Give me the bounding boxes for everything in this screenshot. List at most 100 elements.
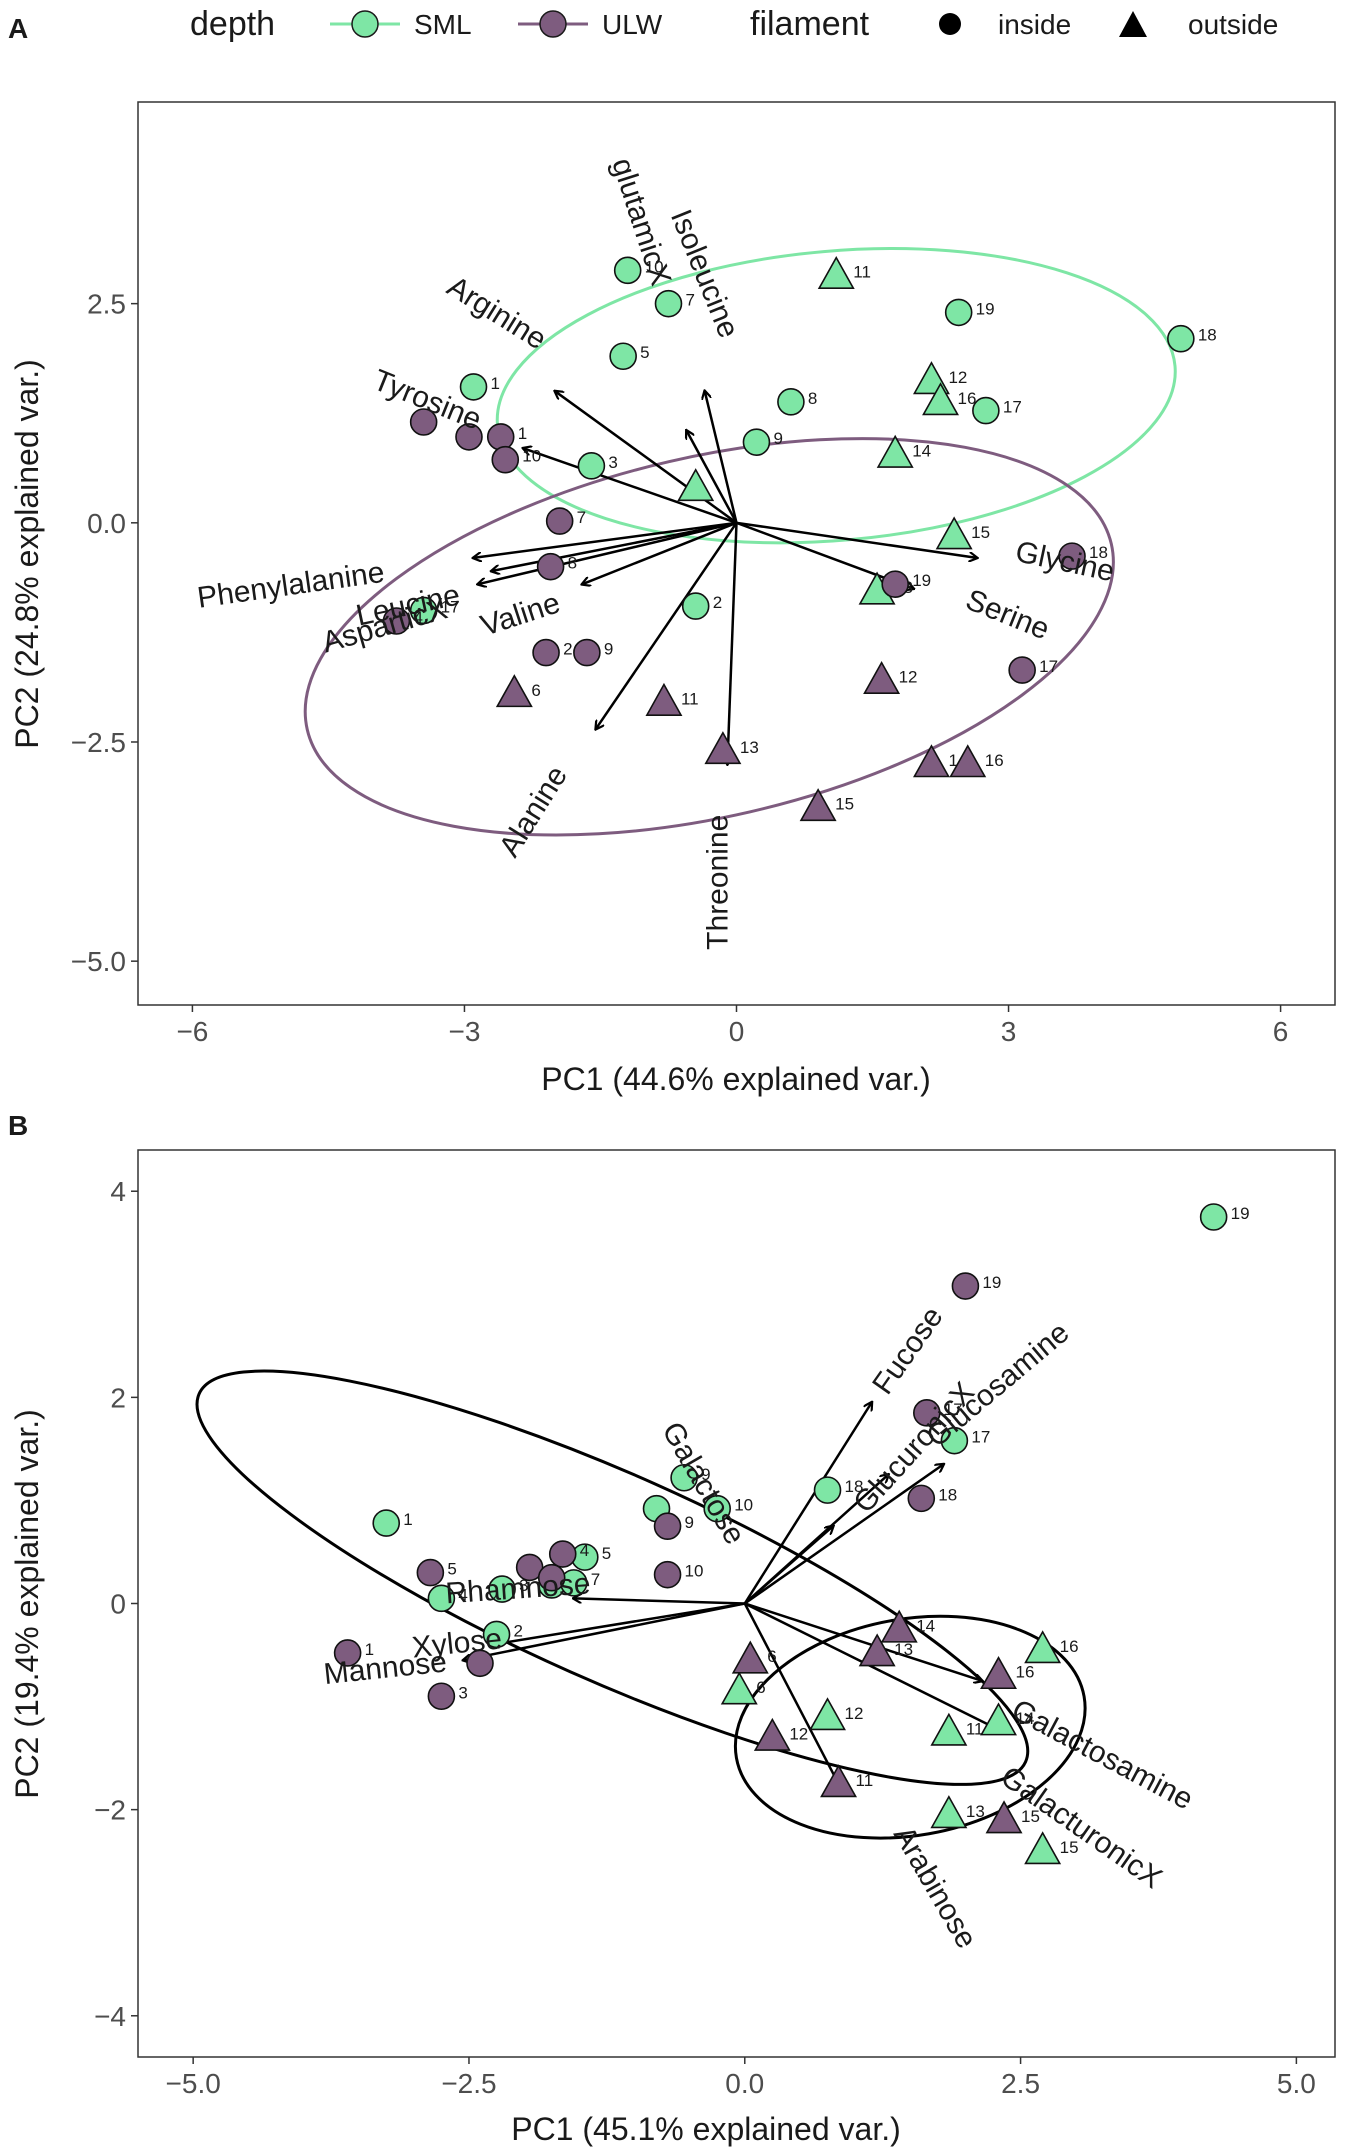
panel-a-loading-label: Threonine — [701, 815, 734, 950]
panel-a-point-label: 16 — [985, 751, 1004, 770]
panel-b-point-sml-outside — [930, 1795, 968, 1829]
panel-a-point-ulw-outside — [913, 744, 950, 778]
panel-a-point-ulw-inside — [532, 638, 560, 667]
panel-b-point-label: 9 — [701, 1465, 710, 1484]
panel-b-point-label: 19 — [982, 1273, 1001, 1292]
panel-a-loading-arrow — [687, 431, 738, 524]
panel-letter-a: A — [8, 13, 28, 44]
panel-b-point-label: 19 — [1231, 1204, 1250, 1223]
panel-b-point-label: 11 — [966, 1719, 984, 1738]
panel-a-point-label: 13 — [740, 738, 759, 757]
panel-a-point-label: 18 — [1198, 326, 1217, 345]
panel-a-point-sml-outside — [922, 382, 959, 416]
panel-b-loading-arrow — [574, 1598, 745, 1605]
panel-a-point-sml-inside — [409, 596, 438, 625]
panel-b-point-label: 16 — [1060, 1637, 1079, 1656]
panel-a-point-label: 19 — [976, 299, 995, 318]
panel-b-ellipse-outside — [733, 1614, 1087, 1840]
panel-a-point-label: 4 — [413, 608, 422, 627]
panel-a-point-ulw-inside — [382, 607, 411, 635]
panel-a-point-ulw-inside — [573, 638, 601, 667]
legend-ulw-swatch — [539, 10, 567, 38]
panel-a-point-ulw-outside — [495, 674, 533, 708]
panel-a-point-label: 10 — [522, 447, 541, 466]
panel-a-point-label: 12 — [948, 368, 967, 387]
panel-a-x-axis-title: PC1 (44.6% explained var.) — [541, 1061, 931, 1097]
panel-b-point-label: 3 — [519, 1576, 528, 1595]
panel-b-point-sml-outside — [809, 1697, 846, 1731]
panel-a-point-label: 17 — [1039, 657, 1058, 676]
panel-b-point-ulw-outside — [858, 1633, 896, 1667]
panel-a-point-label: 1 — [518, 424, 527, 443]
panel-b-point-label: 3 — [458, 1683, 467, 1702]
panel-b-x-tick-label: −2.5 — [441, 2068, 496, 2099]
panel-b-point-sml-inside — [372, 1509, 401, 1537]
panel-b-point-label: 2 — [514, 1621, 523, 1640]
panel-a-point-ulw-inside — [881, 570, 909, 598]
panel-a-loading-arrow — [727, 522, 738, 764]
panel-b-point-sml-inside — [703, 1494, 731, 1523]
panel-b-point-sml-outside — [720, 1671, 758, 1705]
panel-b-point-sml-outside — [1024, 1630, 1062, 1664]
panel-a-point-label: 18 — [1089, 543, 1108, 562]
panel-b-y-tick-label: −2 — [94, 1795, 126, 1826]
panel-a-point-ulw-inside — [1058, 542, 1086, 570]
panel-a-loading-arrow — [474, 521, 737, 558]
panel-a-point-ulw-outside — [949, 744, 987, 778]
panel-a-point-ulw-inside — [536, 552, 565, 581]
panel-b-point-ulw-inside — [416, 1558, 445, 1587]
panel-a-point-sml-outside — [876, 434, 914, 468]
panel-b-y-tick-label: 4 — [110, 1176, 126, 1207]
legend-inside-label: inside — [998, 9, 1071, 40]
legend-ulw-label: ULW — [602, 9, 663, 40]
panel-a-point-ulw-outside — [645, 682, 683, 716]
panel-a-point-label: 16 — [958, 389, 977, 408]
panel-b-x-axis-title: PC1 (45.1% explained var.) — [511, 2111, 901, 2147]
panel-b-point-sml-outside — [930, 1712, 968, 1746]
panel-a-point-label: 3 — [608, 453, 617, 472]
panel-a-y-tick-label: −2.5 — [71, 727, 126, 758]
panel-b-x-tick-label: −5.0 — [166, 2068, 221, 2099]
panel-a-point-label: 2 — [563, 640, 572, 659]
panel-a-point-ulw-inside — [455, 423, 483, 451]
panel-a-point-sml-inside — [1167, 324, 1195, 353]
legend-depth-title: depth — [190, 5, 275, 43]
panel-b-point-sml-inside — [813, 1476, 842, 1504]
panel-b-point-label: 13 — [966, 1802, 985, 1821]
panel-b-point-label: 6 — [756, 1678, 765, 1697]
panel-a-loading-arrow — [596, 522, 738, 729]
panel-a-point-label: 8 — [808, 389, 817, 408]
legend-sml-swatch — [351, 10, 379, 38]
panel-b-point-ulw-outside — [985, 1800, 1023, 1834]
panel-a-point-label: 17 — [1003, 398, 1022, 417]
panel-b-point-label: 5 — [602, 1544, 611, 1563]
panel-b-point-label: 4 — [580, 1541, 589, 1560]
panel-b-point-label: 18 — [845, 1477, 864, 1496]
panel-b-point-label: 10 — [685, 1562, 704, 1581]
panel-a-point-label: 19 — [912, 571, 931, 590]
panel-b-point-label: 12 — [789, 1724, 808, 1743]
panel-b-point-sml-outside — [980, 1702, 1017, 1736]
panel-a-x-tick-label: −3 — [448, 1016, 480, 1047]
panel-b-point-ulw-inside — [548, 1540, 577, 1568]
panel-a-loading-arrow — [523, 448, 737, 524]
panel-a-point-label: 7 — [577, 508, 586, 527]
panel-a-point-ulw-inside — [409, 408, 438, 436]
panel-a-ellipse-ulw — [303, 437, 1115, 837]
legend-inside-swatch — [939, 13, 961, 35]
panel-a-point-sml-inside — [577, 452, 606, 480]
panel-a-point-sml-outside — [677, 468, 715, 502]
panel-b-point-label: 12 — [845, 1704, 864, 1723]
panel-a-y-tick-label: −5.0 — [71, 946, 126, 977]
panel-a-x-tick-label: 6 — [1273, 1016, 1289, 1047]
panel-b-point-ulw-outside — [880, 1609, 918, 1643]
panel-b-y-axis-title: PC2 (19.4% explained var.) — [9, 1409, 45, 1799]
panel-b-point-label: 15 — [1060, 1838, 1079, 1857]
panel-b-point-ulw-inside — [537, 1563, 566, 1592]
panel-a-point-sml-outside — [935, 516, 973, 550]
panel-b-point-ulw-outside — [820, 1764, 858, 1798]
panel-b-point-ulw-inside — [907, 1484, 936, 1513]
panel-b-loading-arrow — [491, 1602, 745, 1645]
panel-a-loading-arrow — [478, 521, 737, 584]
